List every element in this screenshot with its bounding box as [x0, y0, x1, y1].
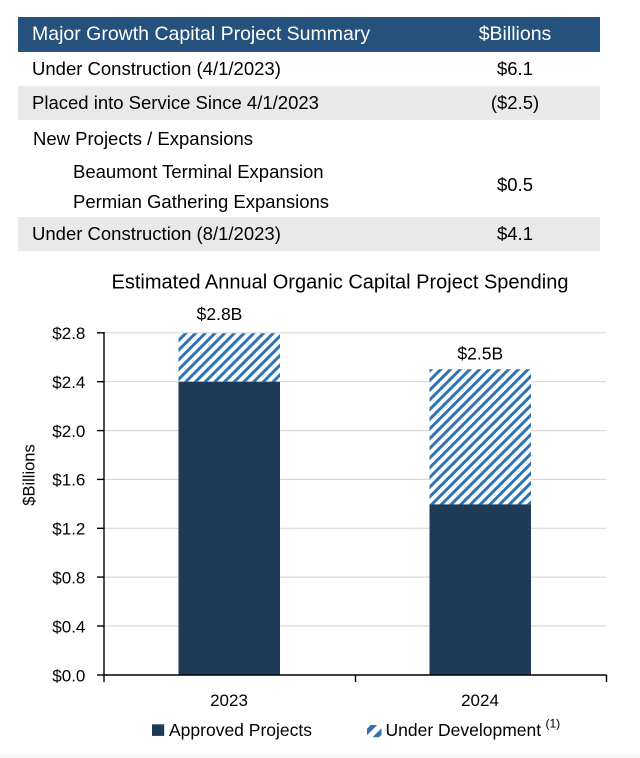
- svg-text:$1.2: $1.2: [52, 520, 85, 539]
- svg-text:$2.4: $2.4: [52, 373, 85, 392]
- svg-text:Approved Projects: Approved Projects: [169, 720, 312, 740]
- svg-text:$2.5B: $2.5B: [457, 344, 503, 364]
- svg-text:Estimated Annual Organic Capit: Estimated Annual Organic Capital Project…: [112, 272, 569, 294]
- svg-text:$2.8: $2.8: [52, 324, 85, 343]
- svg-text:$1.6: $1.6: [52, 471, 85, 490]
- svg-text:$2.8B: $2.8B: [197, 304, 243, 324]
- svg-text:2024: 2024: [461, 691, 499, 710]
- svg-text:$Billions: $Billions: [21, 444, 39, 505]
- svg-text:$2.0: $2.0: [52, 422, 85, 441]
- svg-text:2023: 2023: [210, 691, 248, 710]
- svg-text:Under Development: Under Development: [386, 720, 542, 740]
- svg-text:$0.8: $0.8: [52, 568, 85, 587]
- svg-text:$0.0: $0.0: [52, 666, 85, 685]
- svg-text:$0.4: $0.4: [52, 617, 85, 636]
- svg-text:(1): (1): [546, 716, 561, 730]
